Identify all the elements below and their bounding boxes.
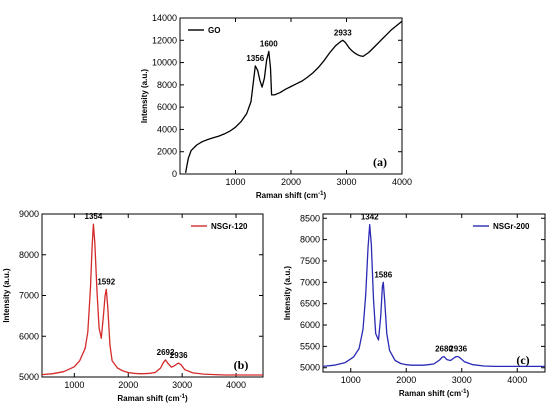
y-tick-label: 5500 xyxy=(300,341,320,351)
x-tick-label: 4000 xyxy=(226,380,246,390)
y-tick-label: 12000 xyxy=(152,35,177,45)
panel-label: (c) xyxy=(516,353,529,367)
peak-label: 2692 xyxy=(157,348,175,357)
y-tick-label: 2000 xyxy=(157,147,177,157)
x-tick-label: 4000 xyxy=(507,375,527,385)
chart-panel-b: 1000 2000 3000 4000 5000 6000 7000 8000 9000 Rama… xyxy=(2,209,264,403)
x-tick-label: 3000 xyxy=(172,380,192,390)
y-tick-label: 5000 xyxy=(300,363,320,373)
plot-frame xyxy=(41,213,264,378)
x-tick-label: 1000 xyxy=(225,177,245,187)
x-tick-label: 1000 xyxy=(341,375,361,385)
y-tick-label: 6000 xyxy=(157,102,177,112)
x-tick-label: 2000 xyxy=(118,380,138,390)
x-axis-label: Raman shift (cm-1) xyxy=(256,191,327,200)
peak-label: 1592 xyxy=(97,277,115,286)
x-axis-label-main: Raman shift (cm xyxy=(399,389,461,398)
y-tick-label: 9000 xyxy=(19,209,39,219)
series-line-nsgr-200 xyxy=(322,224,545,368)
y-tick-label: 14000 xyxy=(152,13,177,23)
peak-label: 2936 xyxy=(170,351,188,360)
peak-label: 1356 xyxy=(246,54,264,63)
x-tick-label: 2000 xyxy=(281,177,301,187)
x-axis-label-sup: -1 xyxy=(180,394,186,400)
x-tick-label: 3000 xyxy=(452,375,472,385)
x-axis-label-close: ) xyxy=(323,191,326,200)
y-tick-label: 8000 xyxy=(300,235,320,245)
legend-label: NSGr-200 xyxy=(493,222,530,231)
y-tick-label: 7000 xyxy=(300,277,320,287)
legend-label: GO xyxy=(208,26,220,35)
y-axis-label: Intensity (a.u.) xyxy=(140,69,149,124)
panel-label: (a) xyxy=(373,155,387,169)
y-tick-label: 7500 xyxy=(300,256,320,266)
peak-label: 1600 xyxy=(260,39,278,48)
x-axis-label-main: Raman shift (cm xyxy=(117,394,179,403)
x-tick-label: 1000 xyxy=(64,380,84,390)
chart-panel-c: 1000 2000 3000 4000 5000 5500 6000 6500 7000 7500… xyxy=(283,213,546,398)
x-axis-label-main: Raman shift (cm xyxy=(256,191,318,200)
plot-frame xyxy=(179,17,403,175)
x-tick-label: 4000 xyxy=(392,177,412,187)
y-tick-label: 4000 xyxy=(157,124,177,134)
x-tick-label: 3000 xyxy=(336,177,356,187)
peak-label: 2680 xyxy=(435,345,453,354)
peak-label: 2933 xyxy=(334,28,352,37)
y-tick-label: 8000 xyxy=(19,250,39,260)
y-axis-label: Intensity (a.u.) xyxy=(283,266,292,321)
y-tick-label: 6000 xyxy=(19,331,39,341)
peak-label: 1342 xyxy=(361,213,379,222)
y-tick-label: 7000 xyxy=(19,291,39,301)
peak-label: 1354 xyxy=(85,212,103,221)
x-axis-label-sup: -1 xyxy=(461,389,467,395)
y-axis-label: Intensity (a.u.) xyxy=(2,268,11,323)
y-tick-label: 6000 xyxy=(300,320,320,330)
x-tick-label: 2000 xyxy=(396,375,416,385)
y-tick-label: 6500 xyxy=(300,299,320,309)
peak-label: 2936 xyxy=(449,345,467,354)
series-line-go xyxy=(184,20,403,174)
y-tick-label: 10000 xyxy=(152,58,177,68)
legend-label: NSGr-120 xyxy=(211,222,248,231)
panel-label: (b) xyxy=(234,358,249,372)
y-tick-label: 5000 xyxy=(19,372,39,382)
peak-label: 1586 xyxy=(374,270,392,279)
y-tick-label: 8000 xyxy=(157,80,177,90)
y-tick-label: 8500 xyxy=(300,213,320,223)
x-axis-label-close: ) xyxy=(466,389,469,398)
x-axis-label-sup: -1 xyxy=(318,191,324,197)
x-axis-label: Raman shift (cm-1) xyxy=(399,389,470,398)
series-line-nsgr-120 xyxy=(41,223,263,376)
chart-panel-a: 1000 2000 3000 4000 0 2000 4000 6000 8000 10000 12… xyxy=(140,13,412,200)
y-tick-label: 0 xyxy=(172,169,177,179)
x-axis-label: Raman shift (cm-1) xyxy=(117,394,188,403)
x-axis-label-close: ) xyxy=(185,394,188,403)
plot-frame xyxy=(322,213,546,373)
